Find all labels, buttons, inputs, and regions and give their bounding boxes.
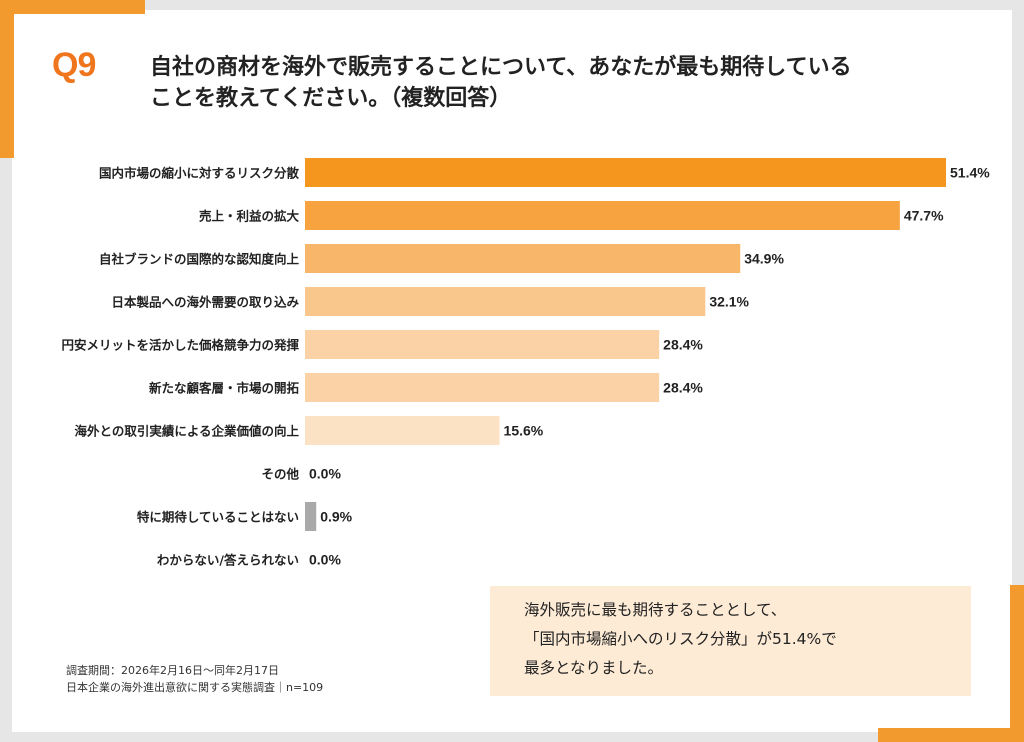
value-label: 47.7% — [904, 208, 944, 224]
summary-line-1: 海外販売に最も期待することとして、 — [524, 601, 787, 619]
value-label: 0.9% — [320, 509, 352, 525]
category-label: 円安メリットを活かした価格競争力の発揮 — [61, 338, 299, 353]
question-line-1: 自社の商材を海外で販売することについて、あなたが最も期待している — [150, 55, 852, 80]
bar — [305, 201, 900, 230]
survey-title: 日本企業の海外進出意欲に関する実態調査｜n=109 — [66, 681, 324, 694]
question-number: Q9 — [52, 46, 96, 84]
category-label: 日本製品への海外需要の取り込み — [111, 295, 299, 310]
accent-bar-bottom-right — [878, 728, 1024, 742]
bar — [305, 158, 946, 187]
value-label: 34.9% — [744, 251, 784, 267]
value-label: 32.1% — [709, 294, 749, 310]
accent-bar-top-left — [0, 0, 145, 14]
summary-line-3: 最多となりました。 — [524, 659, 664, 677]
category-label: その他 — [261, 467, 299, 482]
value-label: 0.0% — [309, 466, 341, 482]
bar — [305, 502, 317, 531]
bar — [305, 244, 741, 273]
value-label: 51.4% — [950, 165, 990, 181]
category-label: 売上・利益の拡大 — [199, 209, 300, 224]
value-label: 28.4% — [663, 380, 703, 396]
category-label: わからない/答えられない — [157, 553, 299, 568]
category-label: 新たな顧客層・市場の開拓 — [149, 381, 300, 396]
survey-period: 調査期間：2026年2月16日～同年2月17日 — [66, 664, 279, 677]
accent-bar-right — [1010, 585, 1024, 742]
survey-info: 調査期間：2026年2月16日～同年2月17日 日本企業の海外進出意欲に関する実… — [66, 662, 323, 696]
category-label: 国内市場の縮小に対するリスク分散 — [99, 166, 300, 181]
summary-line-2: 「国内市場縮小へのリスク分散」が51.4%で — [524, 630, 837, 648]
accent-bar-left — [0, 0, 14, 158]
value-label: 28.4% — [663, 337, 703, 353]
value-label: 15.6% — [504, 423, 544, 439]
bar — [305, 287, 706, 316]
category-label: 海外との取引実績による企業価値の向上 — [74, 424, 299, 439]
summary-note: 海外販売に最も期待することとして、 「国内市場縮小へのリスク分散」が51.4%で… — [490, 586, 971, 696]
category-label: 特に期待していることはない — [137, 510, 299, 525]
bar — [305, 330, 660, 359]
value-label: 0.0% — [309, 552, 341, 568]
category-label: 自社ブランドの国際的な認知度向上 — [99, 252, 300, 267]
bar — [305, 373, 660, 402]
question-text: 自社の商材を海外で販売することについて、あなたが最も期待している ことを教えてく… — [150, 52, 970, 114]
bar — [305, 416, 500, 445]
question-line-2: ことを教えてください。（複数回答） — [150, 86, 512, 111]
